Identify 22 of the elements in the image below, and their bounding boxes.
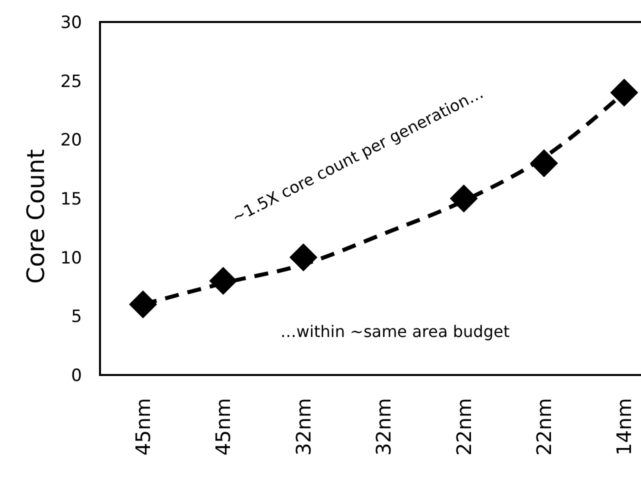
y-tick-label: 30 (60, 12, 82, 33)
x-tick-label: 32nm (372, 398, 396, 456)
point (129, 290, 157, 318)
y-tick-label: 5 (71, 307, 82, 328)
y-tick-label: 15 (60, 189, 82, 210)
x-tick-label: 45nm (211, 398, 236, 456)
x-tick-label: 14nm (612, 398, 636, 456)
point (530, 149, 558, 178)
x-tick-label: 32nm (291, 398, 316, 456)
annotation: …within ~same area budget (280, 322, 510, 341)
y-tick-label: 0 (71, 366, 82, 386)
y-tick-label: 25 (60, 72, 82, 92)
point (209, 266, 238, 295)
point (450, 184, 478, 212)
point (610, 78, 638, 107)
x-tick-label: 22nm (532, 398, 556, 456)
x-tick-label: 22nm (452, 398, 476, 456)
y-tick-label: 10 (60, 248, 82, 268)
x-tick-label: 45nm (131, 398, 155, 456)
point (289, 243, 318, 272)
y-axis-title: Core Count (22, 149, 50, 284)
y-tick-label: 20 (60, 130, 82, 151)
